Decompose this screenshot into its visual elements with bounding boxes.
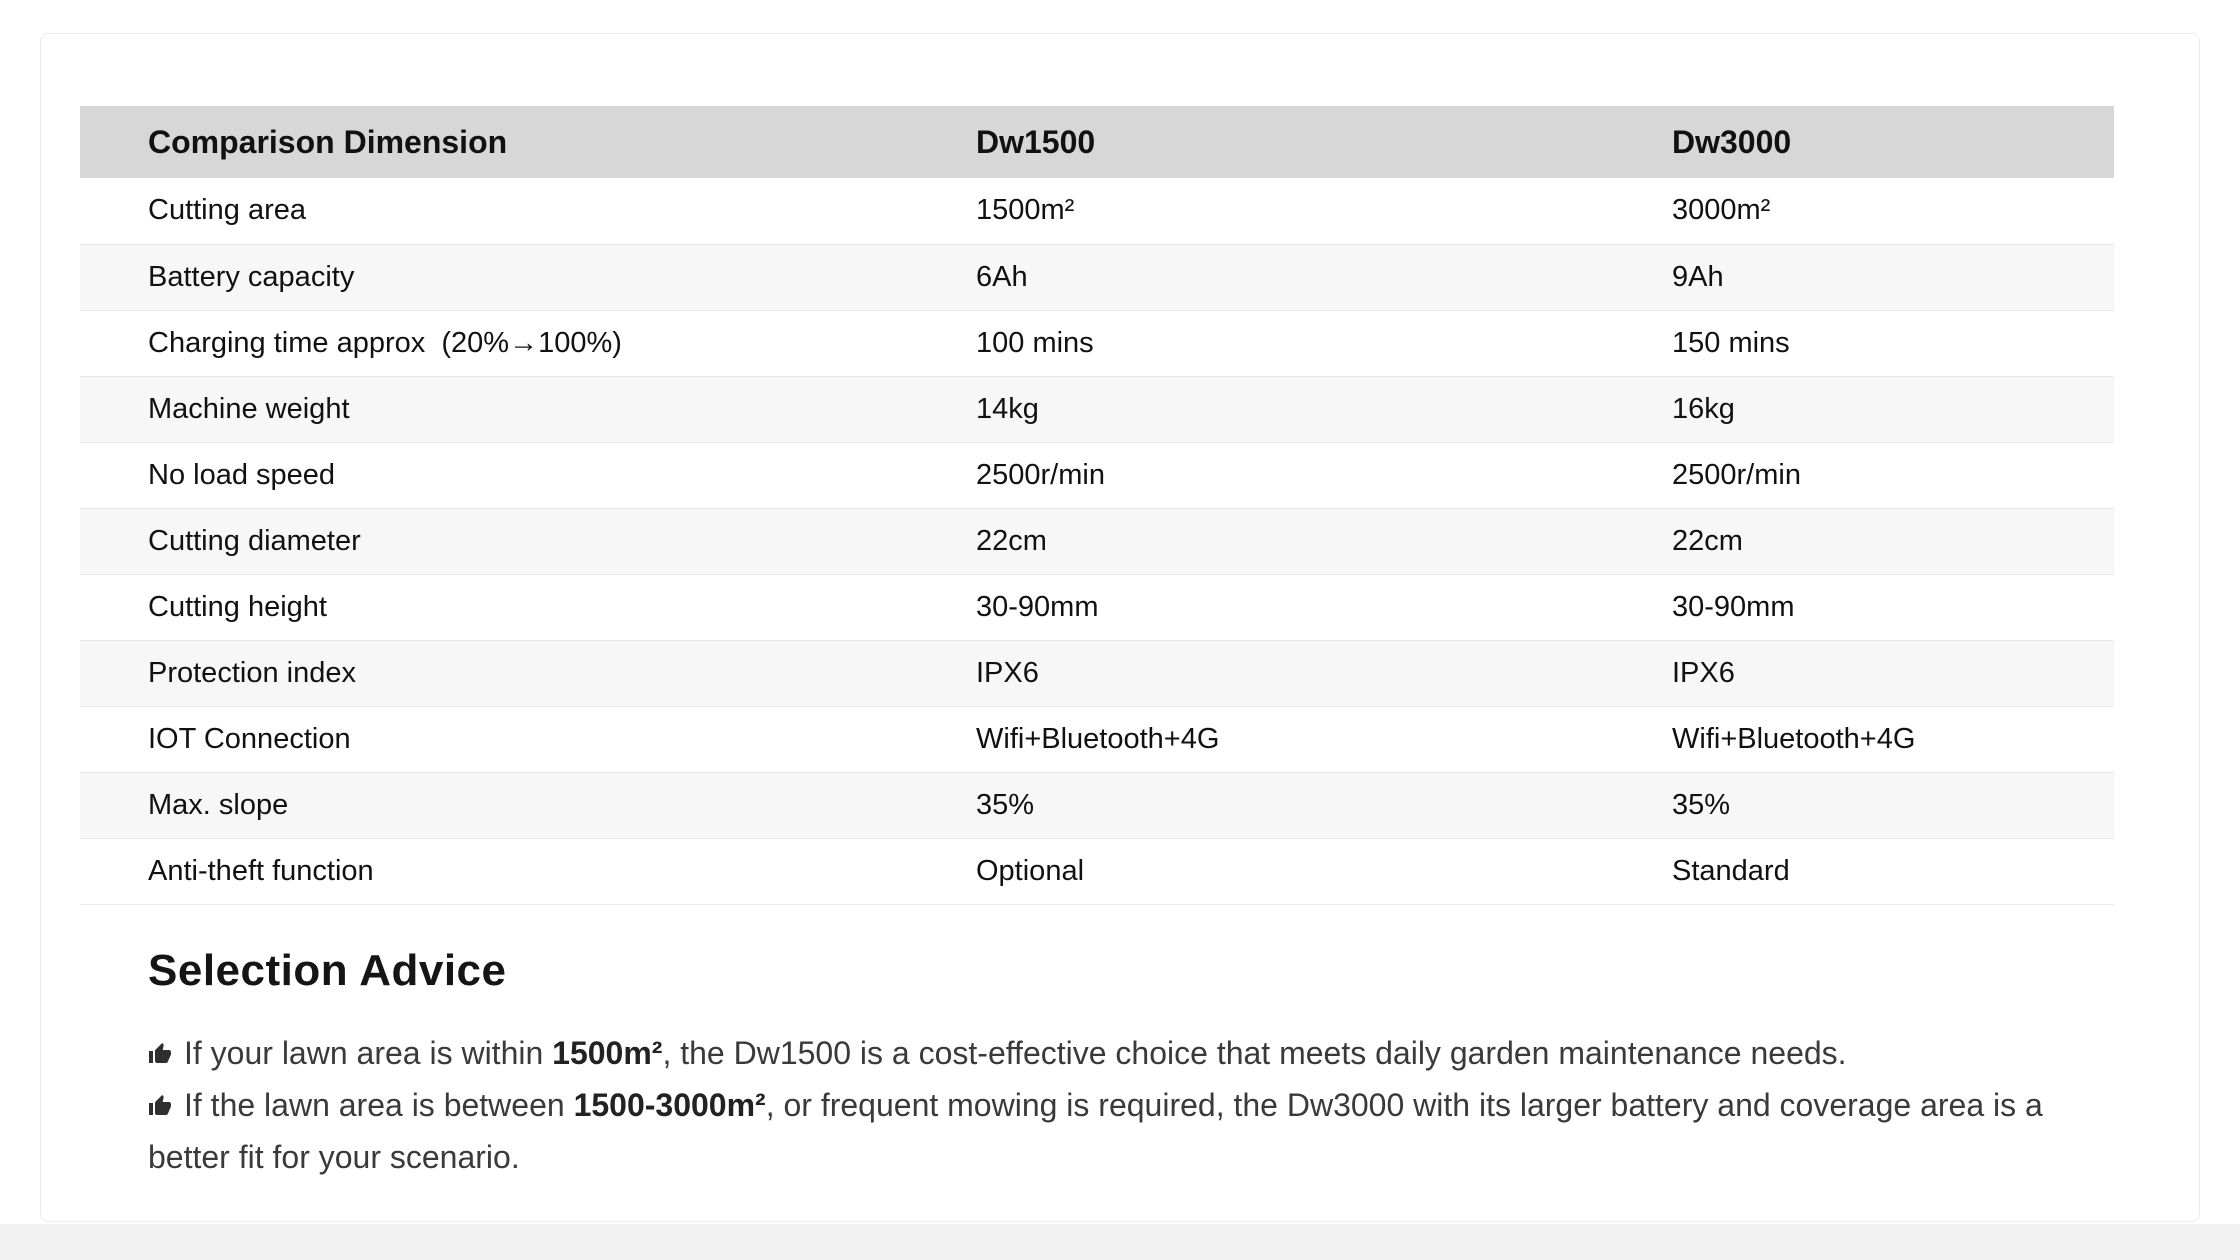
dw1500-cell: 30-90mm — [976, 574, 1672, 641]
dw1500-cell: Optional — [976, 838, 1672, 905]
column-header-dimension: Comparison Dimension — [80, 106, 976, 178]
dimension-cell: Max. slope — [80, 772, 976, 839]
comparison-table: Comparison Dimension Dw1500 Dw3000 Cutti… — [80, 106, 2114, 905]
table-row: IOT Connection Wifi+Bluetooth+4G Wifi+Blue… — [80, 706, 2114, 773]
dimension-cell: Anti-theft function — [80, 838, 976, 905]
page-bottom-strip — [0, 1224, 2240, 1260]
table-row: Anti-theft function Optional Standard — [80, 838, 2114, 905]
dw3000-cell: 2500r/min — [1672, 442, 2114, 509]
advice-text: If the lawn area is between — [184, 1086, 574, 1123]
dw1500-cell: IPX6 — [976, 640, 1672, 707]
dw3000-cell: 150 mins — [1672, 310, 2114, 377]
advice-item: If your lawn area is within 1500m², the … — [148, 1027, 2114, 1079]
table-row: Cutting height 30-90mm 30-90mm — [80, 574, 2114, 641]
dw3000-cell: 35% — [1672, 772, 2114, 839]
column-header-dw3000: Dw3000 — [1672, 106, 2114, 178]
dw3000-cell: 3000m² — [1672, 178, 2114, 245]
table-row: Max. slope 35% 35% — [80, 772, 2114, 839]
thumbs-up-bullet-icon — [149, 1094, 171, 1115]
dimension-cell: Machine weight — [80, 376, 976, 443]
table-body: Cutting area 1500m² 3000m² Battery capacity… — [80, 178, 2114, 905]
advice-text-bold: 1500-3000m² — [573, 1086, 766, 1123]
dw1500-cell: 35% — [976, 772, 1672, 839]
dw3000-cell: 9Ah — [1672, 244, 2114, 311]
advice-text-bold: 1500m² — [552, 1034, 663, 1071]
dw1500-cell: 1500m² — [976, 178, 1672, 245]
dimension-cell: Cutting area — [80, 178, 976, 245]
dimension-cell: Battery capacity — [80, 244, 976, 311]
dimension-cell: Cutting height — [80, 574, 976, 641]
selection-advice-title: Selection Advice — [148, 945, 507, 995]
dimension-cell: Charging time approx (20%→100%) — [80, 310, 976, 377]
advice-list: If your lawn area is within 1500m², the … — [80, 1027, 2114, 1183]
thumbs-up-bullet-icon — [149, 1042, 171, 1063]
selection-advice-section: Selection Advice If your lawn area is wi… — [80, 939, 2114, 1183]
dw3000-cell: IPX6 — [1672, 640, 2114, 707]
comparison-card: Comparison Dimension Dw1500 Dw3000 Cutti… — [40, 33, 2200, 1222]
table-row: Charging time approx (20%→100%) 100 mins 1… — [80, 310, 2114, 377]
dw3000-cell: 22cm — [1672, 508, 2114, 575]
dw3000-cell: Wifi+Bluetooth+4G — [1672, 706, 2114, 773]
dimension-cell: Protection index — [80, 640, 976, 707]
table-row: Machine weight 14kg 16kg — [80, 376, 2114, 443]
dw3000-cell: Standard — [1672, 838, 2114, 905]
table-row: Cutting area 1500m² 3000m² — [80, 178, 2114, 245]
advice-text: If your lawn area is within — [184, 1034, 553, 1071]
column-header-dw1500: Dw1500 — [976, 106, 1672, 178]
page-background: Comparison Dimension Dw1500 Dw3000 Cutti… — [0, 0, 2240, 1224]
table-row: No load speed 2500r/min 2500r/min — [80, 442, 2114, 509]
table-row: Cutting diameter 22cm 22cm — [80, 508, 2114, 575]
dw3000-cell: 16kg — [1672, 376, 2114, 443]
dw1500-cell: 6Ah — [976, 244, 1672, 311]
advice-text: , the Dw1500 is a cost-effective choice … — [662, 1034, 1847, 1071]
advice-text: , or frequent mowing is required, the Dw… — [148, 1086, 2043, 1175]
advice-item: If the lawn area is between 1500-3000m²,… — [148, 1079, 2114, 1183]
dimension-cell: Cutting diameter — [80, 508, 976, 575]
dw1500-cell: Wifi+Bluetooth+4G — [976, 706, 1672, 773]
dw1500-cell: 22cm — [976, 508, 1672, 575]
dw3000-cell: 30-90mm — [1672, 574, 2114, 641]
table-row: Battery capacity 6Ah 9Ah — [80, 244, 2114, 311]
table-row: Protection index IPX6 IPX6 — [80, 640, 2114, 707]
dimension-cell: IOT Connection — [80, 706, 976, 773]
dw1500-cell: 14kg — [976, 376, 1672, 443]
dw1500-cell: 100 mins — [976, 310, 1672, 377]
dw1500-cell: 2500r/min — [976, 442, 1672, 509]
dimension-cell: No load speed — [80, 442, 976, 509]
table-header-row: Comparison Dimension Dw1500 Dw3000 — [80, 106, 2114, 178]
